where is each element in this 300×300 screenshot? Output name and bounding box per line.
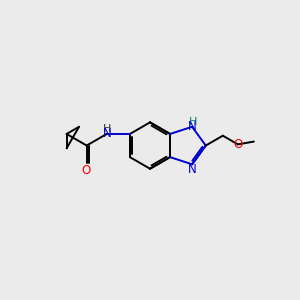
Text: H: H (103, 124, 111, 134)
Text: N: N (103, 127, 111, 140)
Text: N: N (188, 163, 197, 176)
Text: O: O (233, 138, 242, 151)
Text: H: H (188, 117, 197, 127)
Text: O: O (81, 164, 91, 177)
Text: N: N (188, 120, 197, 133)
